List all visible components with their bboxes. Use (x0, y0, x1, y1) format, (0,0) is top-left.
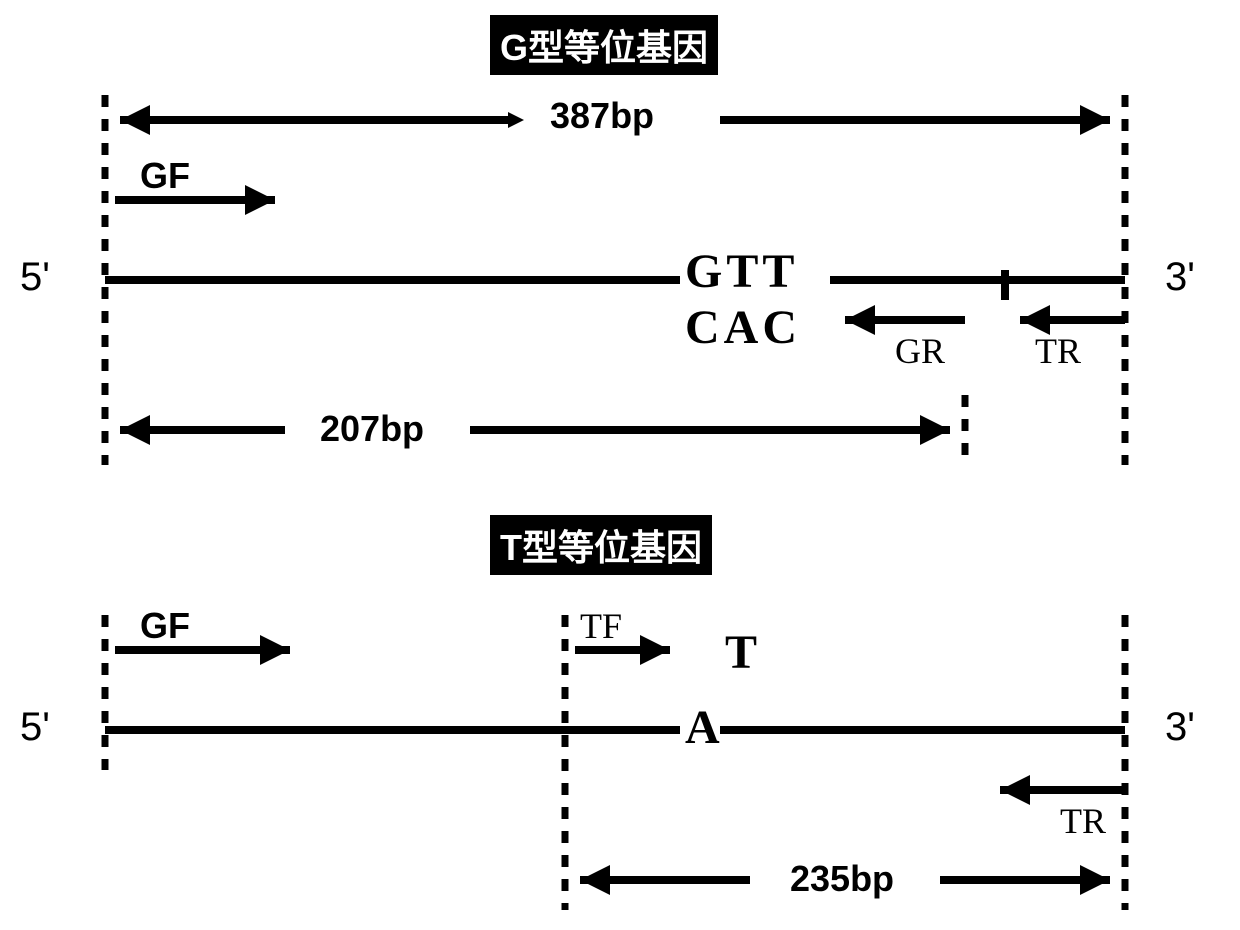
size-387: 387bp (550, 95, 654, 137)
diagram-svg (0, 0, 1240, 930)
size-207: 207bp (320, 408, 424, 450)
seq-a: A (685, 700, 724, 755)
tr-label-t: TR (1060, 800, 1106, 842)
g-3prime: 3' (1165, 255, 1195, 300)
tr-label-g: TR (1035, 330, 1081, 372)
seq-gtt: GTT (685, 244, 798, 299)
seq-t: T (725, 625, 761, 680)
gf-label-t: GF (140, 605, 190, 647)
allele-diagram: G型等位基因 T型等位基因 387bp 207bp 235bp GF GF TF… (0, 0, 1240, 930)
g-5prime: 5' (20, 255, 50, 300)
g-allele-title: G型等位基因 (490, 15, 718, 75)
tf-label: TF (580, 605, 622, 647)
seq-cac: CAC (685, 300, 801, 355)
t-5prime: 5' (20, 705, 50, 750)
t-allele-title: T型等位基因 (490, 515, 712, 575)
size-235: 235bp (790, 858, 894, 900)
gr-label: GR (895, 330, 945, 372)
t-3prime: 3' (1165, 705, 1195, 750)
gf-label-g: GF (140, 155, 190, 197)
